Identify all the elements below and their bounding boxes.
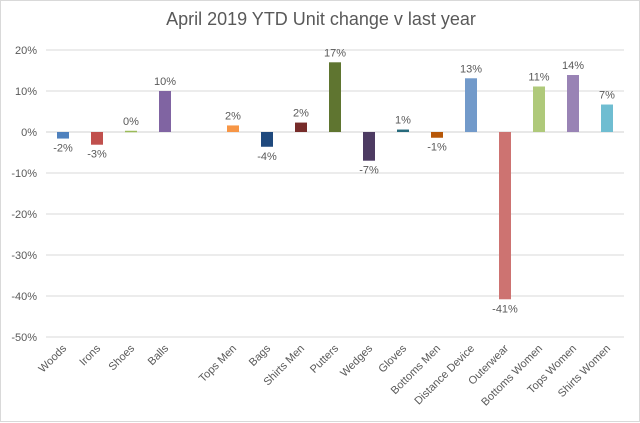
bar-bags [261,132,273,147]
bar-putters [329,62,341,132]
x-tick-label: Wedges [338,342,375,379]
x-tick-label: Distance Device [412,343,477,408]
x-tick-label: Shoes [107,342,138,373]
data-label: 1% [395,115,411,127]
data-label: -2% [53,143,73,155]
x-tick-label: Putters [308,342,341,375]
y-tick-label: -40% [11,291,37,303]
data-label: 2% [293,108,309,120]
x-tick-label: Balls [146,342,172,368]
data-label: 11% [528,71,549,83]
data-label: 2% [225,110,241,122]
bar-balls [159,91,171,132]
x-tick-label: Gloves [376,342,409,375]
bar-tops-men [227,125,239,132]
bar-outerwear [499,132,511,300]
data-label: -41% [492,303,518,315]
data-label: 7% [599,90,615,102]
data-label: 17% [324,47,346,59]
data-label: -1% [427,142,447,154]
bar-tops-women [567,75,579,132]
data-label: 0% [123,116,139,128]
bar-bottoms-men [431,132,443,138]
bar-shoes [125,130,137,133]
y-tick-label: 0% [21,127,37,139]
y-tick-label: 10% [15,86,37,98]
x-tick-label: Tops Men [197,343,239,385]
bar-distance-device [465,78,477,132]
bar-woods [57,132,69,139]
y-tick-label: -30% [11,250,37,262]
data-label: -7% [359,165,379,177]
data-label: 10% [154,76,176,88]
bar-wedges [363,132,375,161]
y-tick-label: 20% [15,45,37,57]
x-tick-label: Bags [247,342,274,369]
bar-shirts-men [295,122,307,132]
y-tick-label: -20% [11,209,37,221]
bar-bottoms-women [533,86,545,132]
bar-shirts-women [601,104,613,132]
data-label: 13% [460,63,482,75]
x-tick-label: Irons [77,342,103,368]
data-label: -3% [87,149,107,161]
data-label: 14% [562,60,584,72]
x-tick-label: Woods [37,342,70,375]
y-tick-label: -10% [11,168,37,180]
bar-irons [91,132,103,145]
x-tick-label: Bottoms Women [479,343,545,409]
chart-title: April 2019 YTD Unit change v last year [166,9,476,29]
data-label: -4% [257,151,277,163]
y-tick-label: -50% [11,332,37,344]
bar-gloves [397,129,409,132]
